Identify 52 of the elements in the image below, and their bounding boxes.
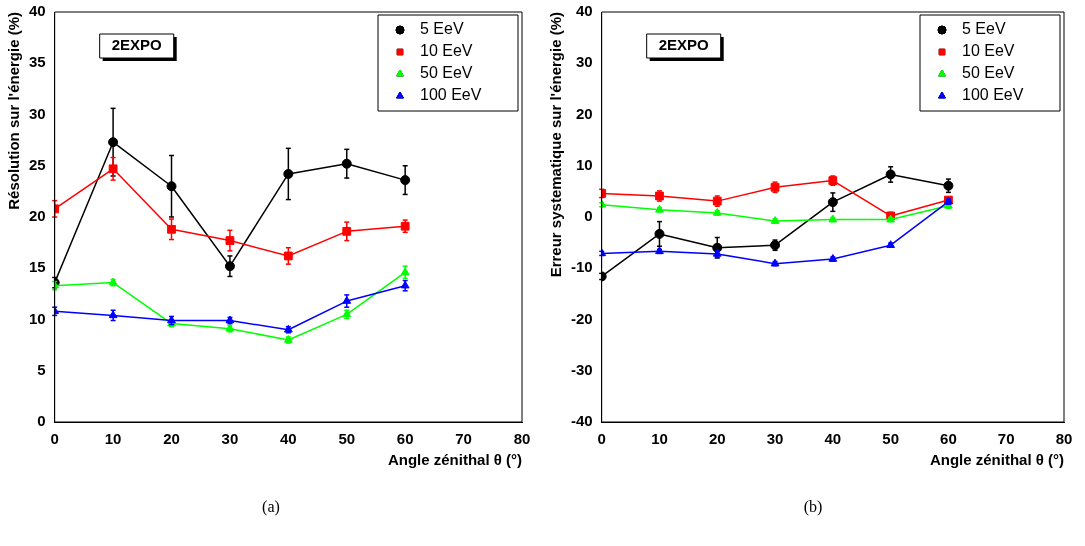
- x-tick-label: 50: [338, 430, 356, 448]
- x-tick-label: 60: [396, 430, 414, 448]
- y-tick-label: 10: [575, 155, 593, 173]
- y-axis-title: Erreur systematique sur l'énergie (%): [547, 12, 565, 278]
- legend-label: 10 EeV: [420, 42, 473, 60]
- x-tick-label: 20: [163, 430, 180, 448]
- y-tick-label: -40: [570, 412, 593, 430]
- y-tick-label: 5: [37, 360, 46, 378]
- legend-label: 100 EeV: [962, 86, 1024, 104]
- x-tick-label: 30: [221, 430, 239, 448]
- x-tick-label: 40: [824, 430, 842, 448]
- y-tick-label: 20: [29, 207, 46, 225]
- x-axis-title: Angle zénithal θ (°): [929, 451, 1064, 469]
- legend-label: 10 EeV: [962, 42, 1015, 60]
- y-tick-label: 0: [584, 207, 593, 225]
- x-tick-label: 70: [997, 430, 1015, 448]
- y-tick-label: 30: [29, 104, 46, 122]
- x-tick-label: 50: [882, 430, 899, 448]
- x-tick-label: 10: [651, 430, 668, 448]
- y-tick-label: -30: [570, 360, 593, 378]
- x-tick-label: 40: [280, 430, 297, 448]
- x-tick-label: 30: [766, 430, 784, 448]
- x-tick-label: 10: [104, 430, 122, 448]
- text: (a): [261, 498, 281, 516]
- x-tick-label: 80: [513, 430, 531, 448]
- y-tick-label: 10: [29, 309, 46, 327]
- x-tick-label: 70: [455, 430, 472, 448]
- annotation: 2EXPO: [111, 36, 163, 54]
- legend-label: 5 EeV: [420, 20, 464, 38]
- y-axis-title: Résolution sur l'énergie (%): [5, 12, 23, 210]
- y-tick-label: 35: [29, 53, 46, 71]
- legend-label: 50 EeV: [962, 64, 1015, 82]
- x-tick-label: 20: [708, 430, 726, 448]
- x-tick-label: 0: [597, 430, 606, 448]
- legend-label: 5 EeV: [962, 20, 1006, 38]
- y-tick-label: -20: [570, 309, 593, 327]
- y-tick-label: 20: [575, 104, 593, 122]
- x-tick-label: 80: [1055, 430, 1073, 448]
- annotation: 2EXPO: [658, 36, 710, 54]
- y-tick-label: 0: [37, 412, 46, 430]
- y-tick-label: -10: [570, 258, 593, 276]
- y-tick-label: 40: [29, 2, 46, 20]
- x-axis-title: Angle zénithal θ (°): [387, 451, 522, 469]
- legend-label: 50 EeV: [420, 64, 473, 82]
- x-tick-label: 0: [50, 430, 59, 448]
- x-tick-label: 60: [940, 430, 957, 448]
- y-tick-label: 25: [29, 155, 46, 173]
- legend-label: 100 EeV: [420, 86, 482, 104]
- y-tick-label: 40: [575, 2, 593, 20]
- text: (b): [802, 498, 824, 516]
- y-tick-label: 15: [29, 258, 46, 276]
- y-tick-label: 30: [575, 53, 593, 71]
